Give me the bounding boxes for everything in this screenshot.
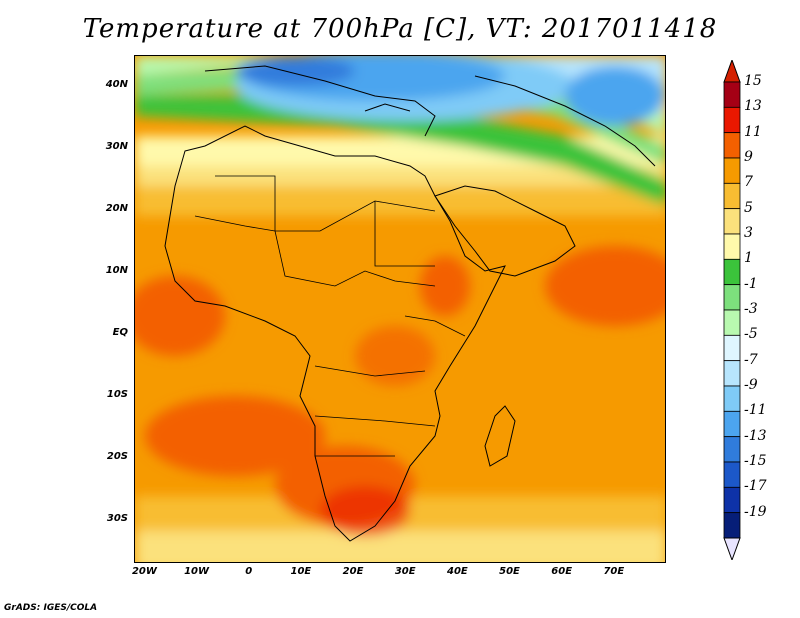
lon-label: 40E — [446, 566, 468, 577]
lon-label: 20W — [131, 566, 157, 577]
colorbar-label: -3 — [744, 301, 758, 317]
map-svg — [135, 56, 665, 562]
lat-label: 20S — [106, 450, 128, 462]
colorbar-label: -5 — [744, 326, 758, 343]
lon-label: 50E — [499, 566, 520, 577]
temperature-map — [134, 55, 666, 563]
lon-label: 20E — [342, 566, 364, 577]
colorbar-label: -9 — [744, 377, 758, 393]
colorbar-segment — [723, 233, 741, 260]
colorbar-label: -13 — [744, 427, 767, 444]
colorbar-segment — [723, 258, 741, 286]
colorbar-bottom-arrow — [723, 537, 741, 560]
colorbar-label: -19 — [744, 503, 767, 520]
lon-label: 0 — [245, 566, 253, 577]
colorbar-label: -17 — [744, 478, 767, 495]
colorbar-label: 1 — [744, 250, 753, 267]
colorbar-segment — [723, 157, 741, 184]
colorbar-segment — [723, 360, 741, 387]
colorbar-segment — [723, 132, 741, 159]
colorbar — [723, 60, 741, 560]
colorbar-label: -15 — [744, 453, 767, 469]
colorbar-segment — [723, 461, 741, 488]
colorbar-segment — [723, 512, 741, 539]
colorbar-label: 13 — [744, 98, 762, 115]
colorbar-label: -11 — [744, 402, 767, 419]
lat-label: 10N — [105, 264, 128, 276]
colorbar-label: -7 — [744, 351, 758, 368]
colorbar-label: 3 — [744, 225, 753, 241]
lon-label: 60E — [551, 566, 573, 577]
lat-label: 40N — [105, 78, 128, 90]
colorbar-segment — [723, 81, 741, 108]
colorbar-segment — [723, 309, 741, 336]
colorbar-segment — [723, 410, 741, 438]
colorbar-segment — [723, 106, 741, 134]
colorbar-label: 15 — [744, 73, 762, 89]
colorbar-label: 9 — [744, 149, 753, 165]
lat-label: EQ — [112, 326, 128, 338]
colorbar-segment — [723, 182, 741, 210]
colorbar-segment — [723, 334, 741, 362]
colorbar-segment — [723, 284, 741, 311]
grads-credit: GrADS: IGES/COLA — [4, 603, 98, 613]
lat-label: 20N — [105, 202, 128, 214]
colorbar-segment — [723, 385, 741, 412]
lat-label: 30S — [106, 512, 128, 524]
colorbar-label: -1 — [744, 275, 758, 292]
colorbar-top-arrow — [723, 60, 741, 83]
map-title: Temperature at 700hPa [C], VT: 201701141… — [82, 14, 718, 44]
lon-label: 30E — [394, 566, 416, 577]
lon-label: 10W — [184, 566, 210, 577]
lon-label: 10E — [290, 566, 312, 577]
colorbar-segment — [723, 208, 741, 235]
lat-label: 10S — [106, 388, 128, 400]
colorbar-label: 11 — [744, 123, 762, 140]
lat-label: 30N — [105, 140, 128, 152]
lon-label: 70E — [603, 566, 625, 577]
colorbar-segment — [723, 486, 741, 514]
coastlines — [164, 65, 656, 542]
colorbar-label: 7 — [744, 174, 753, 191]
temperature-field — [135, 56, 665, 562]
colorbar-segment — [723, 436, 741, 463]
country-borders — [194, 175, 466, 457]
colorbar-label: 5 — [744, 199, 753, 216]
